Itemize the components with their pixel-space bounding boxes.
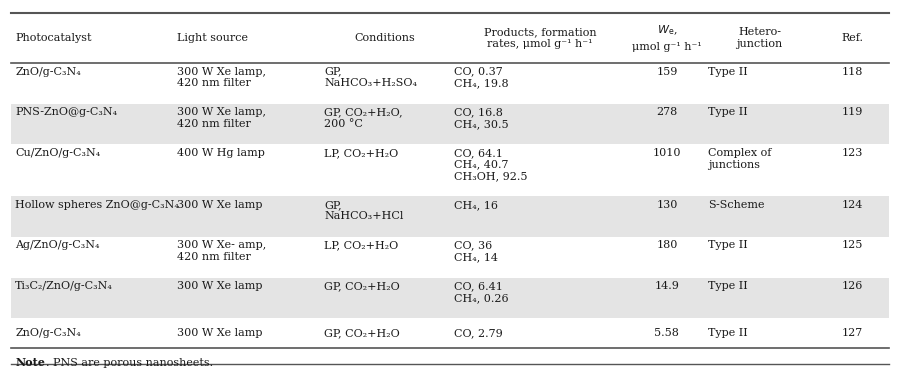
Text: Ref.: Ref. [842, 33, 863, 43]
Bar [11, 196, 889, 237]
Text: S-Scheme: S-Scheme [708, 200, 765, 210]
Text: $W_{\rm e}$,: $W_{\rm e}$, [657, 24, 677, 37]
Text: ZnO/g-C₃N₄: ZnO/g-C₃N₄ [15, 328, 81, 338]
Text: 300 W Xe lamp: 300 W Xe lamp [177, 328, 263, 338]
Text: Complex of
junctions: Complex of junctions [708, 148, 771, 169]
Text: 400 W Hg lamp: 400 W Hg lamp [177, 148, 266, 158]
Text: 180: 180 [656, 240, 678, 250]
Text: 118: 118 [842, 67, 863, 77]
Text: CO, 16.8
CH₄, 30.5: CO, 16.8 CH₄, 30.5 [454, 107, 509, 129]
Text: μmol g⁻¹ h⁻¹: μmol g⁻¹ h⁻¹ [632, 42, 702, 52]
Text: LP, CO₂+H₂O: LP, CO₂+H₂O [324, 240, 398, 250]
Text: Type II: Type II [708, 107, 748, 117]
Text: Light source: Light source [177, 33, 248, 43]
Text: ZnO/g-C₃N₄: ZnO/g-C₃N₄ [15, 67, 81, 77]
Text: 159: 159 [656, 67, 678, 77]
Text: Cu/ZnO/g-C₃N₄: Cu/ZnO/g-C₃N₄ [15, 148, 101, 158]
Text: Type II: Type II [708, 67, 748, 77]
Text: 126: 126 [842, 281, 863, 291]
Text: Type II: Type II [708, 281, 748, 291]
Text: CO, 0.37
CH₄, 19.8: CO, 0.37 CH₄, 19.8 [454, 67, 509, 88]
Text: 124: 124 [842, 200, 863, 210]
Text: Hollow spheres ZnO@g-C₃N₄: Hollow spheres ZnO@g-C₃N₄ [15, 200, 179, 210]
Text: 119: 119 [842, 107, 863, 117]
Text: GP, CO₂+H₂O,
200 °C: GP, CO₂+H₂O, 200 °C [324, 107, 402, 129]
Text: CO, 6.41
CH₄, 0.26: CO, 6.41 CH₄, 0.26 [454, 281, 509, 303]
Text: 278: 278 [656, 107, 678, 117]
Text: 5.58: 5.58 [654, 328, 680, 338]
Text: Type II: Type II [708, 328, 748, 338]
Text: Ti₃C₂/ZnO/g-C₃N₄: Ti₃C₂/ZnO/g-C₃N₄ [15, 281, 113, 291]
Text: 300 W Xe lamp,
420 nm filter: 300 W Xe lamp, 420 nm filter [177, 67, 266, 88]
Text: 1010: 1010 [652, 148, 681, 158]
Text: Photocatalyst: Photocatalyst [15, 33, 92, 43]
Text: 300 W Xe- amp,
420 nm filter: 300 W Xe- amp, 420 nm filter [177, 240, 266, 262]
Text: 300 W Xe lamp: 300 W Xe lamp [177, 200, 263, 210]
Text: Ag/ZnO/g-C₃N₄: Ag/ZnO/g-C₃N₄ [15, 240, 100, 250]
Bar [11, 104, 889, 144]
Text: 123: 123 [842, 148, 863, 158]
Text: Conditions: Conditions [355, 33, 415, 43]
Bar [11, 278, 889, 318]
Text: CO, 2.79: CO, 2.79 [454, 328, 503, 338]
Text: GP,
NaHCO₃+HCl: GP, NaHCO₃+HCl [324, 200, 403, 221]
Text: 300 W Xe lamp,
420 nm filter: 300 W Xe lamp, 420 nm filter [177, 107, 266, 129]
Text: LP, CO₂+H₂O: LP, CO₂+H₂O [324, 148, 398, 158]
Text: CO, 36
CH₄, 14: CO, 36 CH₄, 14 [454, 240, 499, 262]
Text: GP, CO₂+H₂O: GP, CO₂+H₂O [324, 328, 400, 338]
Text: PNS-ZnO@g-C₃N₄: PNS-ZnO@g-C₃N₄ [15, 107, 117, 117]
Text: 127: 127 [842, 328, 863, 338]
Text: Type II: Type II [708, 240, 748, 250]
Text: . PNS are porous nanosheets.: . PNS are porous nanosheets. [46, 357, 213, 368]
Text: Note: Note [15, 357, 45, 368]
Text: 130: 130 [656, 200, 678, 210]
Text: Hetero-
junction: Hetero- junction [736, 27, 783, 49]
Text: CO, 64.1
CH₄, 40.7
CH₃OH, 92.5: CO, 64.1 CH₄, 40.7 CH₃OH, 92.5 [454, 148, 528, 181]
Text: 14.9: 14.9 [654, 281, 680, 291]
Text: CH₄, 16: CH₄, 16 [454, 200, 499, 210]
Text: GP,
NaHCO₃+H₂SO₄: GP, NaHCO₃+H₂SO₄ [324, 67, 417, 88]
Text: 125: 125 [842, 240, 863, 250]
Text: GP, CO₂+H₂O: GP, CO₂+H₂O [324, 281, 400, 291]
Text: 300 W Xe lamp: 300 W Xe lamp [177, 281, 263, 291]
Text: Products, formation
rates, μmol g⁻¹ h⁻¹: Products, formation rates, μmol g⁻¹ h⁻¹ [483, 27, 597, 49]
